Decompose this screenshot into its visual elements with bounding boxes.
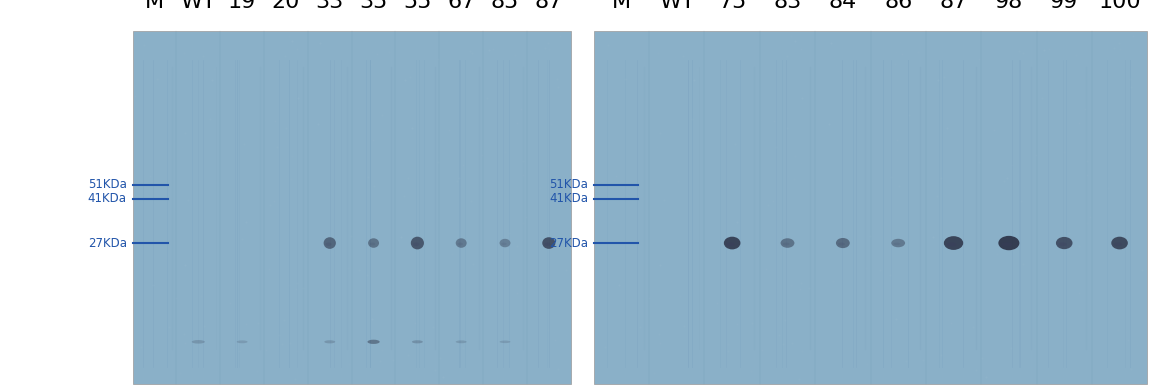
Ellipse shape xyxy=(455,238,467,248)
Ellipse shape xyxy=(998,236,1019,250)
Ellipse shape xyxy=(1002,242,1012,247)
Ellipse shape xyxy=(544,243,551,246)
Text: 99: 99 xyxy=(1050,0,1078,12)
Ellipse shape xyxy=(1056,237,1072,249)
Ellipse shape xyxy=(455,340,467,343)
Text: 41KDa: 41KDa xyxy=(549,192,588,205)
Ellipse shape xyxy=(412,340,423,343)
Ellipse shape xyxy=(781,238,794,248)
Ellipse shape xyxy=(944,236,963,250)
Text: 19: 19 xyxy=(228,0,256,12)
Text: 67: 67 xyxy=(447,0,475,12)
Text: WT: WT xyxy=(180,0,217,12)
Text: 41KDa: 41KDa xyxy=(88,192,127,205)
Text: M: M xyxy=(612,0,631,12)
Ellipse shape xyxy=(1111,237,1128,249)
Text: 27KDa: 27KDa xyxy=(88,236,127,250)
Ellipse shape xyxy=(413,242,420,246)
Ellipse shape xyxy=(947,242,957,247)
Ellipse shape xyxy=(726,242,734,246)
Text: 35: 35 xyxy=(360,0,387,12)
Ellipse shape xyxy=(236,340,248,343)
Text: 20: 20 xyxy=(272,0,300,12)
Ellipse shape xyxy=(542,237,556,249)
Text: M: M xyxy=(145,0,164,12)
Text: 75: 75 xyxy=(718,0,746,12)
Text: 87: 87 xyxy=(535,0,563,12)
Ellipse shape xyxy=(836,238,850,248)
Text: 98: 98 xyxy=(995,0,1023,12)
Ellipse shape xyxy=(191,340,205,343)
FancyBboxPatch shape xyxy=(133,31,571,384)
Ellipse shape xyxy=(783,243,790,245)
Text: 33: 33 xyxy=(316,0,344,12)
Ellipse shape xyxy=(502,243,506,245)
Ellipse shape xyxy=(324,237,336,249)
Ellipse shape xyxy=(891,239,905,247)
Text: 87: 87 xyxy=(940,0,967,12)
Ellipse shape xyxy=(410,237,424,249)
Text: 84: 84 xyxy=(829,0,857,12)
Text: 86: 86 xyxy=(884,0,912,12)
Text: 55: 55 xyxy=(404,0,431,12)
Ellipse shape xyxy=(724,237,740,249)
Text: 51KDa: 51KDa xyxy=(549,178,588,191)
Text: WT: WT xyxy=(658,0,695,12)
Text: 85: 85 xyxy=(491,0,519,12)
Ellipse shape xyxy=(1058,242,1067,246)
Ellipse shape xyxy=(499,239,511,247)
Ellipse shape xyxy=(370,243,375,245)
Ellipse shape xyxy=(838,243,845,245)
Text: 83: 83 xyxy=(774,0,801,12)
Ellipse shape xyxy=(1114,242,1122,246)
Text: 51KDa: 51KDa xyxy=(88,178,127,191)
Ellipse shape xyxy=(458,243,462,245)
Ellipse shape xyxy=(325,243,332,246)
Ellipse shape xyxy=(368,238,379,248)
Ellipse shape xyxy=(324,340,336,343)
Ellipse shape xyxy=(499,341,511,343)
Ellipse shape xyxy=(368,340,379,344)
Ellipse shape xyxy=(894,243,900,245)
FancyBboxPatch shape xyxy=(594,31,1147,384)
Text: 27KDa: 27KDa xyxy=(549,236,588,250)
Text: 100: 100 xyxy=(1099,0,1140,12)
